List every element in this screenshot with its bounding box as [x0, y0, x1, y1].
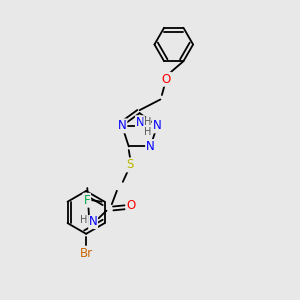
Text: N: N — [136, 116, 144, 129]
Text: H: H — [144, 117, 151, 127]
Text: N: N — [153, 119, 161, 132]
Text: H: H — [144, 127, 151, 137]
Text: N: N — [118, 119, 126, 132]
Text: F: F — [83, 194, 90, 207]
Text: S: S — [127, 158, 134, 171]
Text: N: N — [146, 140, 155, 153]
Text: Br: Br — [80, 247, 93, 260]
Text: O: O — [126, 199, 136, 212]
Text: O: O — [162, 73, 171, 86]
Text: H: H — [80, 215, 87, 226]
Text: N: N — [89, 215, 98, 229]
